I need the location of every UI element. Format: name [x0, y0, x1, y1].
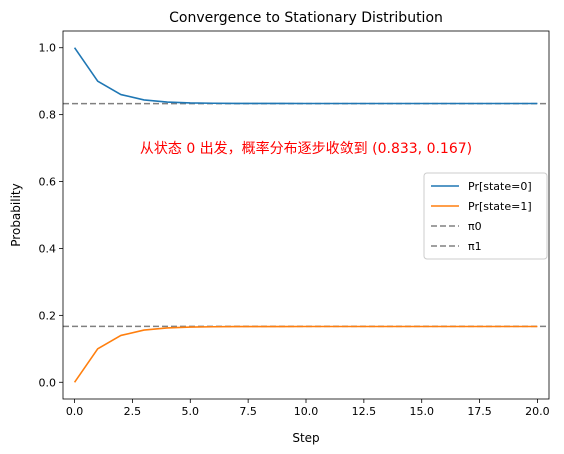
x-tick-label: 0.0 — [66, 405, 84, 418]
y-tick-label: 0.6 — [39, 176, 57, 189]
y-tick-label: 0.4 — [39, 242, 57, 255]
x-tick-label: 15.0 — [409, 405, 434, 418]
y-axis: 0.0 0.2 0.4 0.6 0.8 1.0 — [39, 42, 63, 389]
x-tick-label: 2.5 — [124, 405, 142, 418]
plot-area — [63, 47, 549, 383]
x-axis-label: Step — [292, 431, 319, 445]
annotation-text: 从状态 0 出发，概率分布逐步收敛到 (0.833, 0.167) — [140, 140, 472, 157]
legend-label: π0 — [468, 220, 482, 233]
x-tick-label: 7.5 — [239, 405, 257, 418]
legend-label: π1 — [468, 240, 482, 253]
x-tick-label: 17.5 — [467, 405, 492, 418]
chart-title: Convergence to Stationary Distribution — [169, 10, 443, 26]
legend-label: Pr[state=1] — [468, 200, 532, 213]
x-tick-label: 12.5 — [352, 405, 377, 418]
series-line-0 — [73, 47, 538, 105]
series-line-1 — [73, 325, 538, 383]
x-tick-label: 5.0 — [182, 405, 200, 418]
x-axis: 0.0 2.5 5.0 7.5 10.0 12.5 15.0 17.5 20.0 — [66, 399, 550, 418]
y-tick-label: 0.8 — [39, 109, 57, 122]
legend-box — [423, 172, 548, 260]
x-tick-label: 20.0 — [525, 405, 550, 418]
legend: Pr[state=0] Pr[state=1] π0 π1 — [423, 172, 548, 260]
y-axis-label: Probability — [9, 183, 23, 246]
x-tick-label: 10.0 — [294, 405, 319, 418]
y-tick-label: 1.0 — [39, 42, 57, 55]
y-tick-label: 0.2 — [39, 309, 57, 322]
y-tick-label: 0.0 — [39, 376, 57, 389]
legend-label: Pr[state=0] — [468, 180, 532, 193]
